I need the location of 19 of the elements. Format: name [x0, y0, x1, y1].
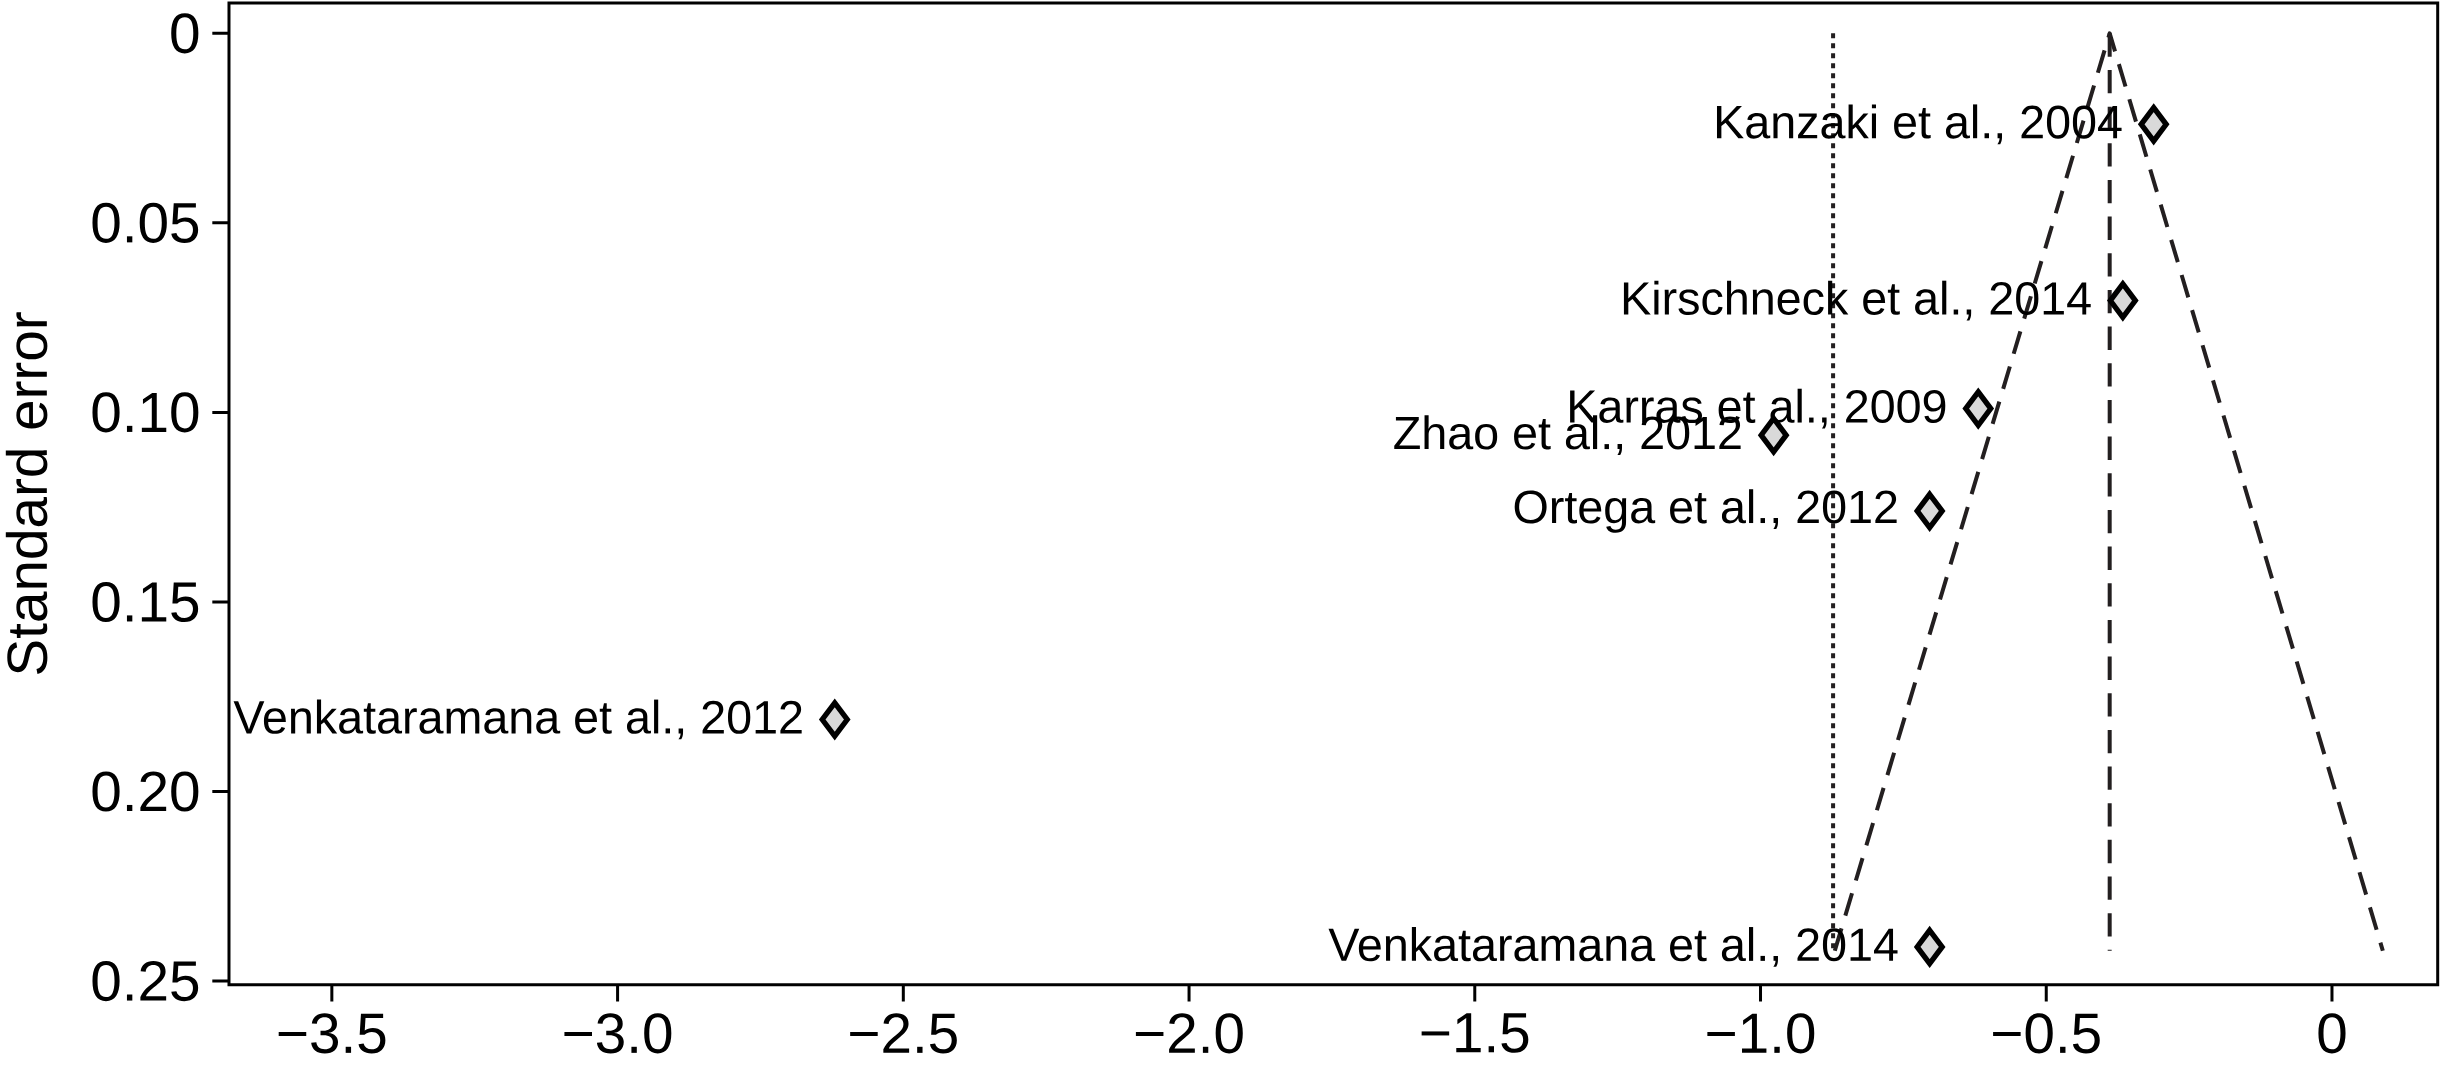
annotation: Kirschneck et al., 2014	[1623, 280, 2091, 321]
y-tick-label: 0.05	[92, 202, 199, 244]
x-tick-label: −1.0	[1707, 1013, 1815, 1054]
annotation: Venkataramana et al., 2014	[1328, 927, 1898, 967]
y-tick-label: 0.15	[92, 581, 199, 623]
x-tick-label: −1.5	[1421, 1013, 1529, 1053]
x-tick-label: −2.5	[850, 1013, 957, 1054]
x-tick-label: −3.0	[564, 1013, 672, 1054]
annotation: Venkataramana et al., 2012	[233, 699, 802, 740]
x-tick-label: −3.5	[278, 1013, 386, 1054]
y-tick-label: 0.20	[92, 771, 199, 812]
y-axis-title: Standard error	[5, 312, 48, 675]
x-tick-label: −0.5	[1993, 1013, 2100, 1054]
annotation: Ortega et al., 2012	[1514, 489, 1897, 533]
x-tick-label: 0	[2318, 1013, 2346, 1054]
y-tick-label: 0	[171, 13, 199, 54]
y-tick-label: 0.10	[92, 392, 199, 433]
x-tick-label: −2.0	[1135, 1013, 1243, 1054]
y-tick-label: 0.25	[92, 961, 199, 1002]
